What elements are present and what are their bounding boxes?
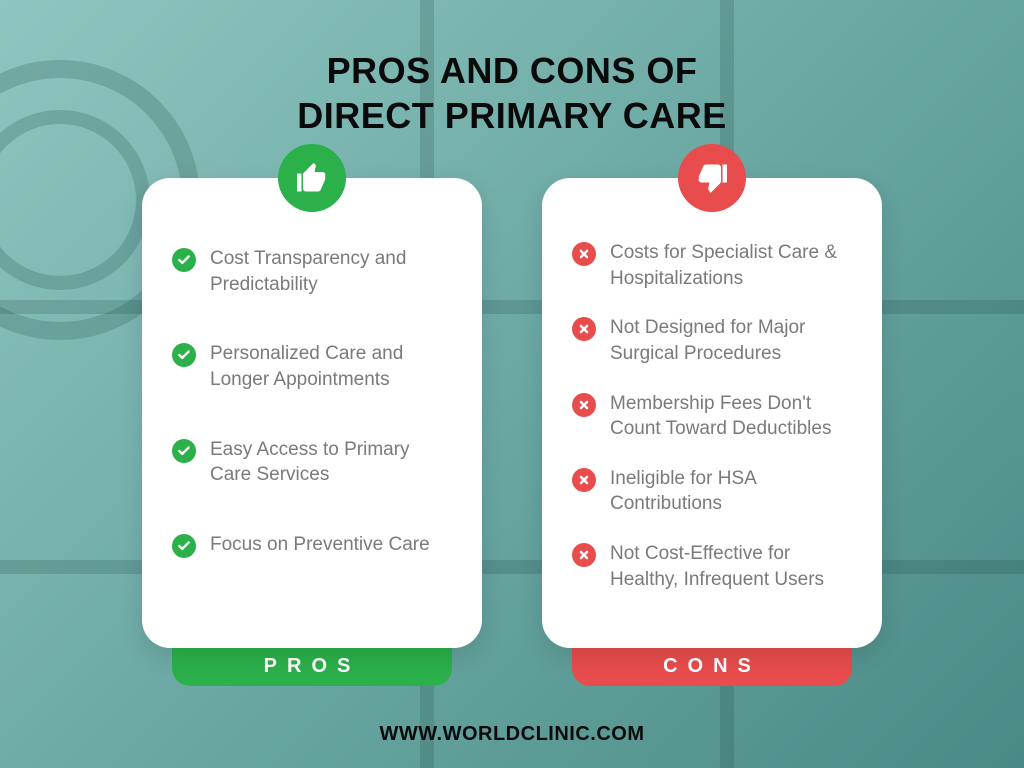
pros-list: Cost Transparency and Predictability Per… (172, 236, 452, 558)
x-icon (572, 317, 596, 341)
list-item: Focus on Preventive Care (172, 532, 452, 558)
list-item: Not Cost-Effective for Healthy, Infreque… (572, 541, 852, 592)
item-text: Costs for Specialist Care & Hospitalizat… (610, 240, 852, 291)
item-text: Membership Fees Don't Count Toward Deduc… (610, 391, 852, 442)
list-item: Membership Fees Don't Count Toward Deduc… (572, 391, 852, 442)
item-text: Easy Access to Primary Care Services (210, 437, 452, 488)
content-container: PROS AND CONS OF DIRECT PRIMARY CARE Cos… (0, 0, 1024, 768)
cons-badge-label: CONS (663, 655, 761, 678)
thumbs-down-icon (678, 144, 746, 212)
page-title: PROS AND CONS OF DIRECT PRIMARY CARE (297, 48, 727, 138)
x-icon (572, 543, 596, 567)
cards-row: Cost Transparency and Predictability Per… (142, 178, 882, 648)
list-item: Cost Transparency and Predictability (172, 246, 452, 297)
pros-card-wrap: Cost Transparency and Predictability Per… (142, 178, 482, 648)
pros-card: Cost Transparency and Predictability Per… (142, 178, 482, 648)
item-text: Not Designed for Major Surgical Procedur… (610, 315, 852, 366)
item-text: Not Cost-Effective for Healthy, Infreque… (610, 541, 852, 592)
item-text: Focus on Preventive Care (210, 532, 430, 558)
title-line-1: PROS AND CONS OF (327, 50, 698, 91)
x-icon (572, 393, 596, 417)
footer-url: WWW.WORLDCLINIC.COM (0, 723, 1024, 746)
cons-list: Costs for Specialist Care & Hospitalizat… (572, 236, 852, 592)
list-item: Not Designed for Major Surgical Procedur… (572, 315, 852, 366)
x-icon (572, 242, 596, 266)
check-icon (172, 534, 196, 558)
list-item: Costs for Specialist Care & Hospitalizat… (572, 240, 852, 291)
check-icon (172, 439, 196, 463)
pros-badge-label: PROS (264, 655, 361, 678)
item-text: Cost Transparency and Predictability (210, 246, 452, 297)
cons-card: Costs for Specialist Care & Hospitalizat… (542, 178, 882, 648)
check-icon (172, 343, 196, 367)
thumbs-up-icon (278, 144, 346, 212)
title-line-2: DIRECT PRIMARY CARE (297, 95, 727, 136)
item-text: Personalized Care and Longer Appointment… (210, 341, 452, 392)
list-item: Ineligible for HSA Contributions (572, 466, 852, 517)
cons-card-wrap: Costs for Specialist Care & Hospitalizat… (542, 178, 882, 648)
list-item: Personalized Care and Longer Appointment… (172, 341, 452, 392)
list-item: Easy Access to Primary Care Services (172, 437, 452, 488)
item-text: Ineligible for HSA Contributions (610, 466, 852, 517)
x-icon (572, 468, 596, 492)
check-icon (172, 248, 196, 272)
